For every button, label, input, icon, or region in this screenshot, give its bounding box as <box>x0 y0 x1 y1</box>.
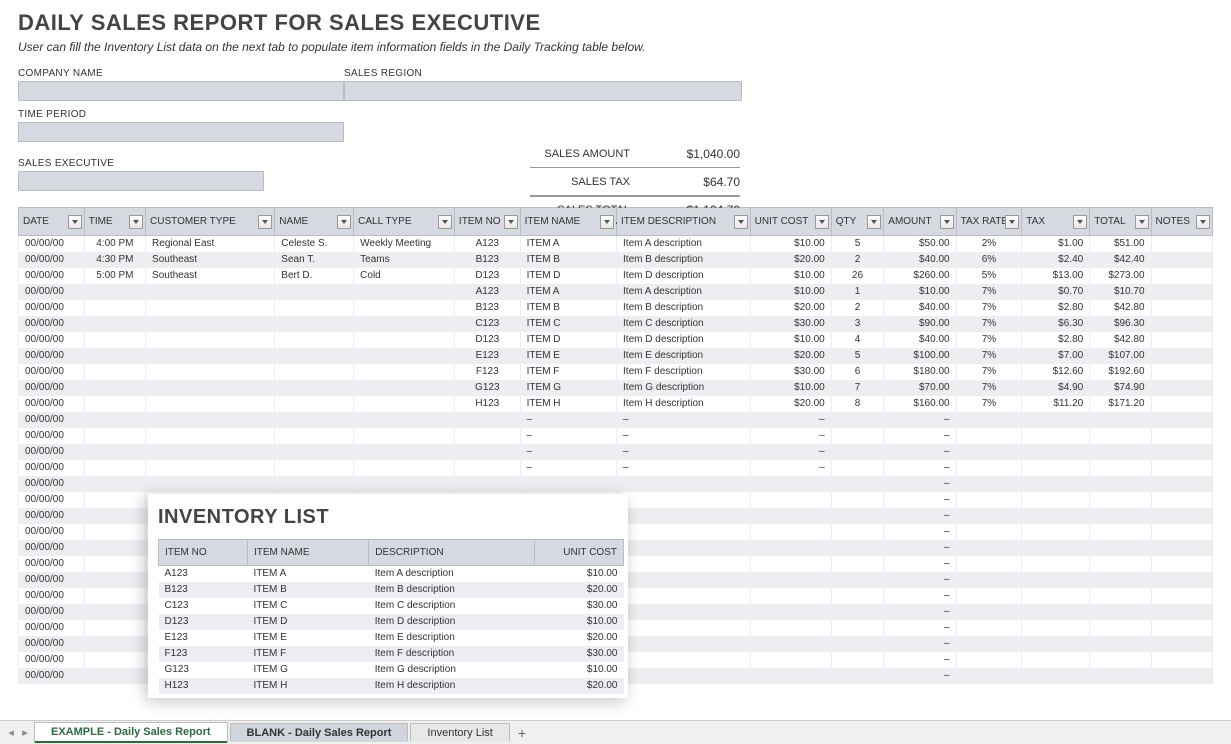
sales-amount-label: SALES AMOUNT <box>530 148 660 160</box>
tab-blank[interactable]: BLANK - Daily Sales Report <box>230 723 409 742</box>
filter-dropdown-icon[interactable] <box>68 215 82 229</box>
table-row[interactable]: 00/00/00C123ITEM CItem C description$30.… <box>19 316 1213 332</box>
tab-inventory[interactable]: Inventory List <box>410 723 509 742</box>
filter-dropdown-icon[interactable] <box>504 215 518 229</box>
inventory-column-header: DESCRIPTION <box>369 540 535 566</box>
region-input[interactable] <box>344 81 742 101</box>
filter-dropdown-icon[interactable] <box>438 215 452 229</box>
inventory-row[interactable]: A123ITEM AItem A description$10.00 <box>159 566 624 582</box>
company-input[interactable] <box>18 81 344 101</box>
table-row[interactable]: 00/00/00H123ITEM HItem H description$20.… <box>19 396 1213 412</box>
column-header[interactable]: TIME <box>84 208 145 236</box>
inventory-title: INVENTORY LIST <box>158 506 624 529</box>
column-header[interactable]: TAX RATE <box>956 208 1022 236</box>
inventory-panel: INVENTORY LIST ITEM NOITEM NAMEDESCRIPTI… <box>148 494 628 698</box>
column-header[interactable]: ITEM NAME <box>520 208 616 236</box>
column-header[interactable]: NOTES <box>1151 208 1212 236</box>
filter-dropdown-icon[interactable] <box>734 215 748 229</box>
inventory-row[interactable]: F123ITEM FItem F description$30.00 <box>159 646 624 662</box>
table-row[interactable]: 00/00/00–––– <box>19 412 1213 428</box>
table-row[interactable]: 00/00/005:00 PMSoutheastBert D.ColdD123I… <box>19 268 1213 284</box>
table-row[interactable]: 00/00/00E123ITEM EItem E description$20.… <box>19 348 1213 364</box>
table-row[interactable]: 00/00/00– <box>19 476 1213 492</box>
sales-amount-value: $1,040.00 <box>660 147 740 161</box>
filter-dropdown-icon[interactable] <box>940 215 954 229</box>
filter-dropdown-icon[interactable] <box>815 215 829 229</box>
column-header[interactable]: NAME <box>275 208 354 236</box>
sheet-tabs: ◂ ▸ EXAMPLE - Daily Sales Report BLANK -… <box>0 720 1231 744</box>
column-header[interactable]: ITEM NO <box>454 208 520 236</box>
table-row[interactable]: 00/00/00B123ITEM BItem B description$20.… <box>19 300 1213 316</box>
column-header[interactable]: TAX <box>1022 208 1090 236</box>
filter-dropdown-icon[interactable] <box>1135 215 1149 229</box>
filter-dropdown-icon[interactable] <box>1073 215 1087 229</box>
page-title: DAILY SALES REPORT FOR SALES EXECUTIVE <box>18 10 1213 36</box>
inventory-row[interactable]: G123ITEM GItem G description$10.00 <box>159 662 624 678</box>
table-row[interactable]: 00/00/00G123ITEM GItem G description$10.… <box>19 380 1213 396</box>
inventory-column-header: ITEM NO <box>159 540 248 566</box>
filter-dropdown-icon[interactable] <box>337 215 351 229</box>
filter-dropdown-icon[interactable] <box>1005 215 1019 229</box>
table-row[interactable]: 00/00/004:30 PMSoutheastSean T.TeamsB123… <box>19 252 1213 268</box>
period-label: TIME PERIOD <box>18 109 1213 120</box>
filter-dropdown-icon[interactable] <box>129 215 143 229</box>
column-header[interactable]: TOTAL <box>1090 208 1151 236</box>
sales-tax-label: SALES TAX <box>530 176 660 188</box>
page-subtitle: User can fill the Inventory List data on… <box>18 40 1213 54</box>
sales-tax-value: $64.70 <box>660 175 740 189</box>
table-row[interactable]: 00/00/00D123ITEM DItem D description$10.… <box>19 332 1213 348</box>
filter-dropdown-icon[interactable] <box>1196 215 1210 229</box>
inventory-column-header: ITEM NAME <box>247 540 368 566</box>
exec-input[interactable] <box>18 171 264 191</box>
table-row[interactable]: 00/00/004:00 PMRegional EastCeleste S.We… <box>19 236 1213 252</box>
inventory-table: ITEM NOITEM NAMEDESCRIPTIONUNIT COST A12… <box>158 539 624 694</box>
column-header[interactable]: QTY <box>831 208 884 236</box>
inventory-row[interactable]: B123ITEM BItem B description$20.00 <box>159 582 624 598</box>
table-row[interactable]: 00/00/00–––– <box>19 428 1213 444</box>
table-row[interactable]: 00/00/00F123ITEM FItem F description$30.… <box>19 364 1213 380</box>
region-label: SALES REGION <box>344 68 742 79</box>
column-header[interactable]: DATE <box>19 208 85 236</box>
period-input[interactable] <box>18 122 344 142</box>
tab-add-button[interactable]: + <box>518 725 526 741</box>
tab-example[interactable]: EXAMPLE - Daily Sales Report <box>34 722 228 743</box>
tab-next-icon[interactable]: ▸ <box>18 725 32 741</box>
inventory-row[interactable]: H123ITEM HItem H description$20.00 <box>159 678 624 694</box>
column-header[interactable]: CALL TYPE <box>354 208 455 236</box>
column-header[interactable]: AMOUNT <box>884 208 956 236</box>
column-header[interactable]: CUSTOMER TYPE <box>146 208 275 236</box>
filter-dropdown-icon[interactable] <box>867 215 881 229</box>
inventory-row[interactable]: D123ITEM DItem D description$10.00 <box>159 614 624 630</box>
column-header[interactable]: ITEM DESCRIPTION <box>617 208 751 236</box>
inventory-row[interactable]: E123ITEM EItem E description$20.00 <box>159 630 624 646</box>
company-label: COMPANY NAME <box>18 68 344 79</box>
inventory-row[interactable]: C123ITEM CItem C description$30.00 <box>159 598 624 614</box>
filter-dropdown-icon[interactable] <box>258 215 272 229</box>
filter-dropdown-icon[interactable] <box>600 215 614 229</box>
table-row[interactable]: 00/00/00A123ITEM AItem A description$10.… <box>19 284 1213 300</box>
inventory-column-header: UNIT COST <box>535 540 624 566</box>
table-row[interactable]: 00/00/00–––– <box>19 460 1213 476</box>
column-header[interactable]: UNIT COST <box>750 208 831 236</box>
table-row[interactable]: 00/00/00–––– <box>19 444 1213 460</box>
tab-prev-icon[interactable]: ◂ <box>4 725 18 741</box>
